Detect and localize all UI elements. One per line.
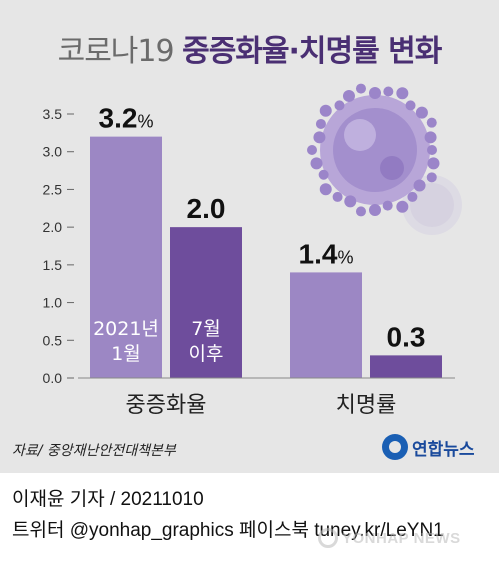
virus-spike <box>396 200 409 213</box>
y-tick-label: 0.0 <box>43 370 63 386</box>
virus-spike <box>424 131 437 144</box>
virus-spike <box>355 83 366 94</box>
virus-spike <box>369 204 381 216</box>
title-prefix: 코로나19 <box>57 34 175 69</box>
virus-spike <box>332 191 343 202</box>
bar <box>90 136 162 378</box>
x-category-label: 치명률 <box>336 393 397 418</box>
virus-spike <box>369 87 381 99</box>
reporter-credit: 이재윤 기자 / 20211010 <box>12 489 204 510</box>
virus-spike <box>383 86 394 97</box>
series-label: 이후 <box>189 343 224 365</box>
y-tick-label: 3.0 <box>43 144 63 160</box>
value-labels: 3.2% 2.0 1.4% 0.3 <box>99 103 426 353</box>
virus-spike <box>415 106 428 119</box>
chart-title: 코로나19 중증화율·치명률 변화 <box>0 26 499 70</box>
virus-spike <box>427 145 437 155</box>
virus-spike <box>355 206 366 217</box>
yonhap-logo-icon <box>382 434 408 460</box>
virus-spike <box>426 117 437 128</box>
series-label: 2021년 <box>93 318 159 340</box>
virus-spike <box>405 100 416 111</box>
virus-spike <box>315 118 326 129</box>
virus-spike <box>342 89 355 102</box>
virus-spike <box>413 179 426 192</box>
y-tick-label: 2.0 <box>43 219 63 235</box>
data-label: 1.4% <box>299 238 354 269</box>
virus-spike <box>307 145 317 155</box>
bar <box>290 272 362 378</box>
coronavirus-illustration <box>307 83 462 235</box>
virus-spike <box>396 87 409 100</box>
data-label: 2.0 <box>187 193 226 224</box>
data-label: 3.2% <box>99 103 154 134</box>
virus-spike <box>344 195 357 208</box>
y-axis: 0.0 0.5 1.0 1.5 2.0 2.5 3.0 3.5 <box>43 106 74 386</box>
watermark-text: YONHAP NEWS <box>342 529 461 547</box>
y-tick-label: 3.5 <box>43 106 63 122</box>
bar <box>170 227 242 378</box>
title-main: 중증화율·치명률 변화 <box>182 34 442 69</box>
virus-spike <box>426 172 437 183</box>
y-tick-label: 1.0 <box>43 295 63 311</box>
y-tick-label: 2.5 <box>43 181 63 197</box>
virus-spike <box>318 169 329 180</box>
watermark: YONHAP NEWS <box>318 527 461 549</box>
bar-group <box>90 136 442 378</box>
y-tick-label: 1.5 <box>43 257 63 273</box>
virus-spike <box>427 157 440 170</box>
bar-chart: 0.00.51.01.52.02.53.03.5 3.2%2.01.4%0.3 … <box>43 83 462 418</box>
virus-spike <box>319 104 332 117</box>
logo-text: 연합뉴스 <box>412 439 475 460</box>
x-category-label: 중증화율 <box>126 393 207 418</box>
infographic-card <box>0 0 499 473</box>
bar <box>370 355 442 378</box>
y-tick-label: 0.5 <box>43 332 63 348</box>
virus-spike <box>382 200 393 211</box>
virus-spike <box>313 131 326 144</box>
series-label: 7월 <box>191 318 221 340</box>
source-note: 자료/ 중앙재난안전대책본부 <box>12 443 176 459</box>
watermark-icon <box>318 528 338 548</box>
virus-spike <box>319 183 332 196</box>
virus-spike <box>310 157 323 170</box>
virus-spike <box>334 100 345 111</box>
yonhap-logo: 연합뉴스 <box>382 432 475 462</box>
data-label: 0.3 <box>387 321 426 352</box>
virus-spike <box>407 191 418 202</box>
series-label: 1월 <box>111 343 141 365</box>
x-axis-labels: 중증화율 치명률 <box>126 393 397 418</box>
